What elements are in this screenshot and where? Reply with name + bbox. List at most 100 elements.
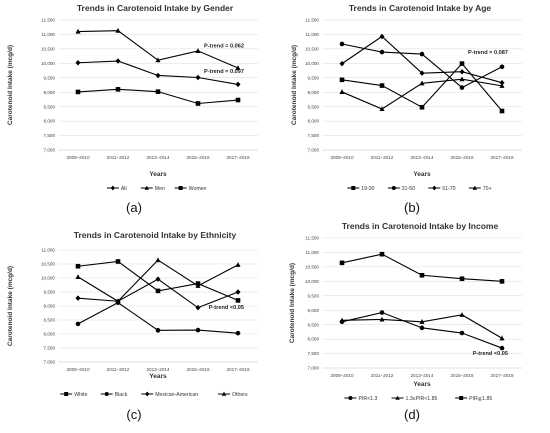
data-point xyxy=(419,325,425,331)
data-point xyxy=(75,263,81,269)
data-point xyxy=(115,259,121,264)
y-tick-label: 10,500 xyxy=(41,46,55,51)
y-tick-label: 10,000 xyxy=(41,276,55,281)
data-point xyxy=(235,97,241,103)
data-point xyxy=(459,68,465,75)
data-point xyxy=(339,89,345,95)
data-point xyxy=(339,60,345,67)
y-tick-label: 11,500 xyxy=(305,236,319,241)
data-point xyxy=(115,87,121,92)
data-point xyxy=(459,85,465,90)
y-tick-label: 7,500 xyxy=(44,346,56,351)
data-point xyxy=(419,80,425,86)
data-point xyxy=(379,251,385,257)
y-tick-label: 9,500 xyxy=(44,75,56,80)
data-point xyxy=(459,61,465,66)
panel-label: (d) xyxy=(404,407,420,422)
y-tick-label: 11,000 xyxy=(305,250,319,255)
y-tick-label: 7,500 xyxy=(308,133,320,138)
y-tick-label: 10,000 xyxy=(305,61,319,66)
legend-marker xyxy=(64,392,69,396)
data-point xyxy=(235,298,241,303)
data-point xyxy=(155,89,161,94)
x-axis-label: Years xyxy=(149,171,167,178)
y-tick-label: 9,500 xyxy=(308,293,320,298)
legend-entry: All xyxy=(121,186,127,192)
data-point xyxy=(115,58,121,64)
chart-title: Trends in Carotenoid Intake by Ethnicity xyxy=(74,230,237,240)
data-point xyxy=(195,101,201,106)
panel-label: (c) xyxy=(126,407,141,422)
data-point xyxy=(115,27,121,33)
data-point xyxy=(339,317,345,323)
data-point xyxy=(499,79,505,86)
legend-entry: PIR≧1.85 xyxy=(469,396,492,402)
legend-marker xyxy=(221,391,227,396)
y-tick-label: 7,000 xyxy=(308,148,320,153)
y-tick-label: 10,500 xyxy=(305,46,319,51)
data-point xyxy=(115,298,121,304)
data-point xyxy=(459,312,465,317)
x-tick-label: 2011–2012 xyxy=(107,155,130,160)
legend-entry: Men xyxy=(155,186,165,192)
data-point xyxy=(459,76,465,82)
legend-marker xyxy=(472,185,477,190)
x-tick-label: 2009–2010 xyxy=(67,155,90,160)
x-tick-label: 2017–2018 xyxy=(227,155,250,160)
y-tick-label: 11,000 xyxy=(41,32,55,37)
data-point xyxy=(195,327,201,333)
data-point xyxy=(499,64,505,70)
legend-entry: 1.3≤PIR<1.85 xyxy=(406,396,438,402)
data-point xyxy=(235,289,241,295)
data-point xyxy=(459,276,465,282)
x-tick-label: 2015–2016 xyxy=(451,373,474,378)
data-point xyxy=(499,108,505,114)
y-tick-label: 8,500 xyxy=(44,318,56,323)
legend-marker xyxy=(145,391,150,397)
x-tick-label: 2013–2014 xyxy=(411,155,434,160)
legend-entry: Black xyxy=(115,392,128,398)
y-tick-label: 9,000 xyxy=(44,304,56,309)
y-tick-label: 11,500 xyxy=(41,18,55,23)
legend: 19-30 31-50 51-70 70+ xyxy=(347,185,492,192)
data-point xyxy=(499,83,505,88)
data-point xyxy=(155,57,161,63)
x-tick-label: 2015–2016 xyxy=(187,367,210,372)
p-trend-annotation: P-trend = 0.087 xyxy=(468,50,508,56)
data-point xyxy=(195,48,201,53)
y-tick-label: 8,500 xyxy=(308,322,320,327)
legend-marker xyxy=(104,392,109,396)
data-point xyxy=(75,59,81,66)
y-tick-label: 9,000 xyxy=(308,308,320,313)
chart-panel-4: Trends in Carotenoid Intake by Income 7,0… xyxy=(289,221,522,422)
data-point xyxy=(235,330,241,336)
legend-entry: 19-30 xyxy=(361,186,374,192)
data-point xyxy=(339,41,345,47)
chart-title: Trends in Carotenoid Intake by Income xyxy=(342,221,499,231)
data-point xyxy=(419,51,425,57)
data-point xyxy=(379,33,385,40)
data-point xyxy=(459,330,465,336)
y-tick-label: 9,500 xyxy=(308,75,320,80)
y-tick-label: 8,000 xyxy=(308,337,320,342)
data-point xyxy=(499,335,505,341)
p-trend-annotation: P-trend <0.05 xyxy=(209,305,244,311)
data-point xyxy=(75,89,81,95)
legend: All Men Women xyxy=(106,185,207,192)
y-tick-label: 8,500 xyxy=(308,104,320,109)
x-tick-label: 2011–2012 xyxy=(107,367,130,372)
legend-entry: Mexican-American xyxy=(155,392,198,398)
y-axis-label: Carotenoid Intake (mcg/d) xyxy=(289,263,296,343)
x-tick-label: 2013–2014 xyxy=(411,373,434,378)
data-point xyxy=(195,283,201,288)
data-point xyxy=(379,49,385,55)
legend-marker xyxy=(432,185,437,191)
y-tick-label: 8,000 xyxy=(44,119,56,124)
legend-entry: 70+ xyxy=(483,186,492,192)
series-line-PIR<1.3 xyxy=(341,311,503,349)
legend-entry: 31-50 xyxy=(402,186,415,192)
x-tick-label: 2015–2016 xyxy=(451,155,474,160)
data-point xyxy=(235,81,241,88)
data-point xyxy=(155,72,161,79)
legend-marker xyxy=(348,396,353,400)
